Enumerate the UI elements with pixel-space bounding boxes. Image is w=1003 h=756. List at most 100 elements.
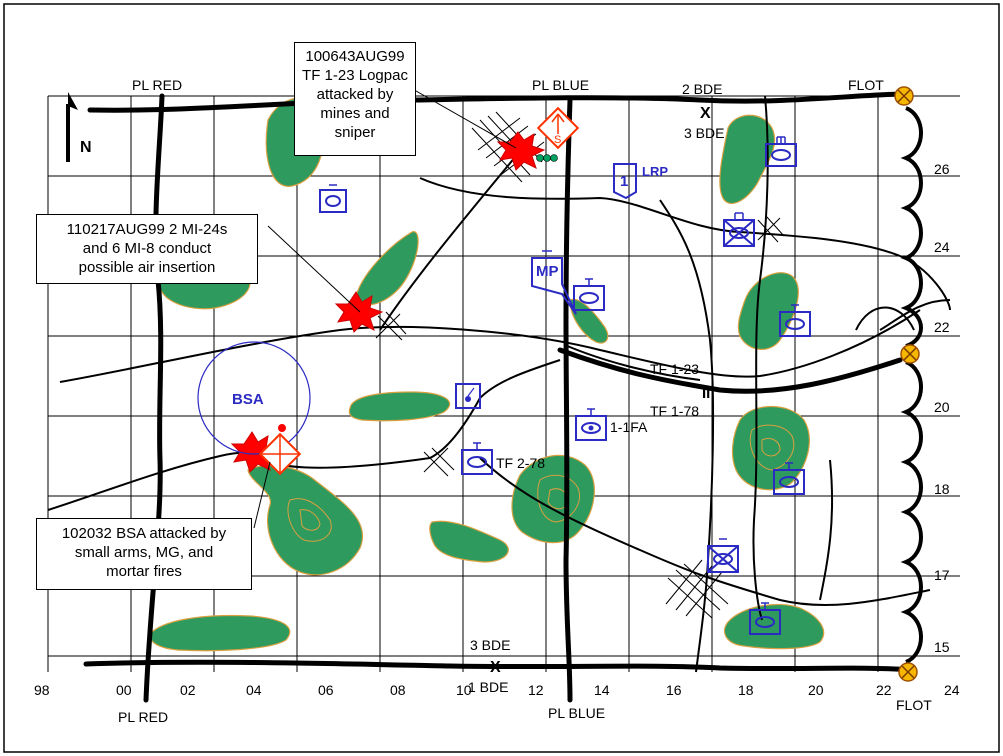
task-force-boundary bbox=[557, 347, 903, 394]
x-label: 18 bbox=[738, 682, 754, 698]
unit-symbol-tf bbox=[573, 278, 605, 311]
logpac-diamond: S bbox=[536, 106, 580, 162]
attack-burst-bsa bbox=[230, 431, 280, 473]
pl-red-top-label: PL RED bbox=[132, 77, 182, 93]
supply-letter: S bbox=[554, 134, 561, 146]
x-label: 04 bbox=[246, 682, 262, 698]
callout-line: mortar fires bbox=[106, 563, 182, 580]
x-label: 10 bbox=[456, 682, 472, 698]
pl-blue-line bbox=[563, 97, 573, 703]
unit-symbol-lrp bbox=[613, 163, 637, 200]
tf-boundary-symbol: II bbox=[702, 385, 710, 402]
bsa-label: BSA bbox=[232, 391, 264, 408]
boundary-lines bbox=[83, 91, 915, 703]
y-label: 15 bbox=[934, 639, 950, 655]
terrain-patch bbox=[429, 520, 509, 563]
bsa-circle bbox=[197, 341, 311, 455]
y-label: 24 bbox=[934, 239, 950, 255]
bottom-brigade-boundary bbox=[83, 659, 915, 673]
unit-symbol-medical bbox=[455, 383, 481, 409]
y-label: 17 bbox=[934, 567, 950, 583]
north-arrow-icon bbox=[66, 92, 78, 162]
callout-line: possible air insertion bbox=[78, 259, 216, 276]
unit-symbol-tf bbox=[773, 462, 805, 495]
boundary-symbol: X bbox=[700, 105, 711, 122]
lrp-number: 1 bbox=[620, 173, 628, 190]
unit-symbol-tf bbox=[749, 602, 781, 635]
x-axis-labels: 98 00 02 04 06 08 10 12 14 16 18 20 22 2… bbox=[34, 682, 960, 698]
callout-line: 110217AUG99 2 MI-24s bbox=[66, 221, 228, 238]
unit-symbol-1-1fa bbox=[575, 408, 607, 441]
x-label: 98 bbox=[34, 682, 50, 698]
callout-logpac-attack: 100643AUG99 TF 1-23 Logpac attacked by m… bbox=[294, 42, 416, 156]
callout-line: mines and bbox=[320, 105, 390, 122]
unit-symbols bbox=[319, 136, 811, 635]
pl-blue-top-label: PL BLUE bbox=[532, 77, 589, 93]
y-label: 26 bbox=[934, 161, 950, 177]
attack-bursts bbox=[230, 131, 546, 473]
x-label: 14 bbox=[594, 682, 610, 698]
lrp-label: LRP bbox=[642, 164, 668, 179]
contour-lines bbox=[287, 424, 795, 542]
y-label: 18 bbox=[934, 481, 950, 497]
x-label: 22 bbox=[876, 682, 892, 698]
x-label: 08 bbox=[390, 682, 406, 698]
attack-burst-logpac bbox=[496, 131, 546, 171]
unit-symbol-mp bbox=[531, 250, 577, 315]
x-label: 00 bbox=[116, 682, 132, 698]
terrain-patch bbox=[348, 391, 451, 422]
callout-line: TF 1-23 Logpac bbox=[302, 67, 408, 84]
callout-bsa-attack: 102032 BSA attacked by small arms, MG, a… bbox=[36, 518, 252, 590]
x-label: 16 bbox=[666, 682, 682, 698]
terrain-patch bbox=[149, 614, 291, 652]
callout-line: 102032 BSA attacked by bbox=[61, 525, 227, 542]
roads bbox=[47, 95, 951, 673]
callout-line: attacked by bbox=[316, 86, 394, 103]
attack-burst-air bbox=[334, 291, 384, 333]
fa-1-1-label: 1-1FA bbox=[610, 419, 648, 435]
y-label: 20 bbox=[934, 399, 950, 415]
callout-line: small arms, MG, and bbox=[74, 544, 214, 561]
terrain-patch bbox=[737, 272, 799, 350]
x-label: 24 bbox=[944, 682, 960, 698]
boundary-top-south: 3 BDE bbox=[684, 125, 724, 141]
tf-2-78-label: TF 2-78 bbox=[496, 455, 545, 471]
flot-markers bbox=[894, 86, 920, 682]
terrain-patch bbox=[719, 114, 776, 204]
pl-blue-bottom-label: PL BLUE bbox=[548, 705, 605, 721]
unit-symbol-destroyed bbox=[707, 538, 739, 573]
flot-top-label: FLOT bbox=[848, 77, 884, 93]
terrain-patch bbox=[731, 405, 810, 491]
tf-boundary-north: TF 1-23 bbox=[650, 361, 699, 377]
unit-symbol-tf bbox=[779, 304, 811, 337]
terrain-patch bbox=[354, 231, 419, 306]
flot-line bbox=[900, 106, 923, 664]
callout-line: and 6 MI-8 conduct bbox=[82, 240, 212, 257]
boundary-symbol: X bbox=[490, 659, 501, 676]
unit-symbol-tf-2-78 bbox=[461, 442, 493, 475]
y-label: 22 bbox=[934, 319, 950, 335]
x-label: 02 bbox=[180, 682, 196, 698]
x-label: 12 bbox=[528, 682, 544, 698]
bsa-supply-diamond bbox=[258, 424, 302, 476]
x-label: 06 bbox=[318, 682, 334, 698]
unit-symbol-hq bbox=[319, 184, 347, 213]
boundary-top-north: 2 BDE bbox=[682, 81, 722, 97]
tf-boundary-south: TF 1-78 bbox=[650, 403, 699, 419]
terrain-patch bbox=[247, 464, 364, 576]
flot-bottom-label: FLOT bbox=[896, 697, 932, 713]
pl-red-bottom-label: PL RED bbox=[118, 709, 168, 725]
top-brigade-boundary bbox=[87, 91, 903, 113]
mp-label: MP bbox=[536, 263, 559, 280]
callout-line: sniper bbox=[334, 124, 376, 141]
unit-symbol-tf bbox=[765, 136, 797, 167]
x-label: 20 bbox=[808, 682, 824, 698]
north-label: N bbox=[80, 139, 92, 156]
callout-air-insertion: 110217AUG99 2 MI-24s and 6 MI-8 conduct … bbox=[36, 214, 258, 284]
callout-line: 100643AUG99 bbox=[305, 48, 405, 65]
y-axis-labels: 26 24 22 20 18 17 15 bbox=[934, 161, 950, 655]
boundary-bottom-north: 3 BDE bbox=[470, 637, 510, 653]
unit-symbol-destroyed bbox=[723, 212, 755, 247]
boundary-bottom-south: 1 BDE bbox=[468, 679, 508, 695]
